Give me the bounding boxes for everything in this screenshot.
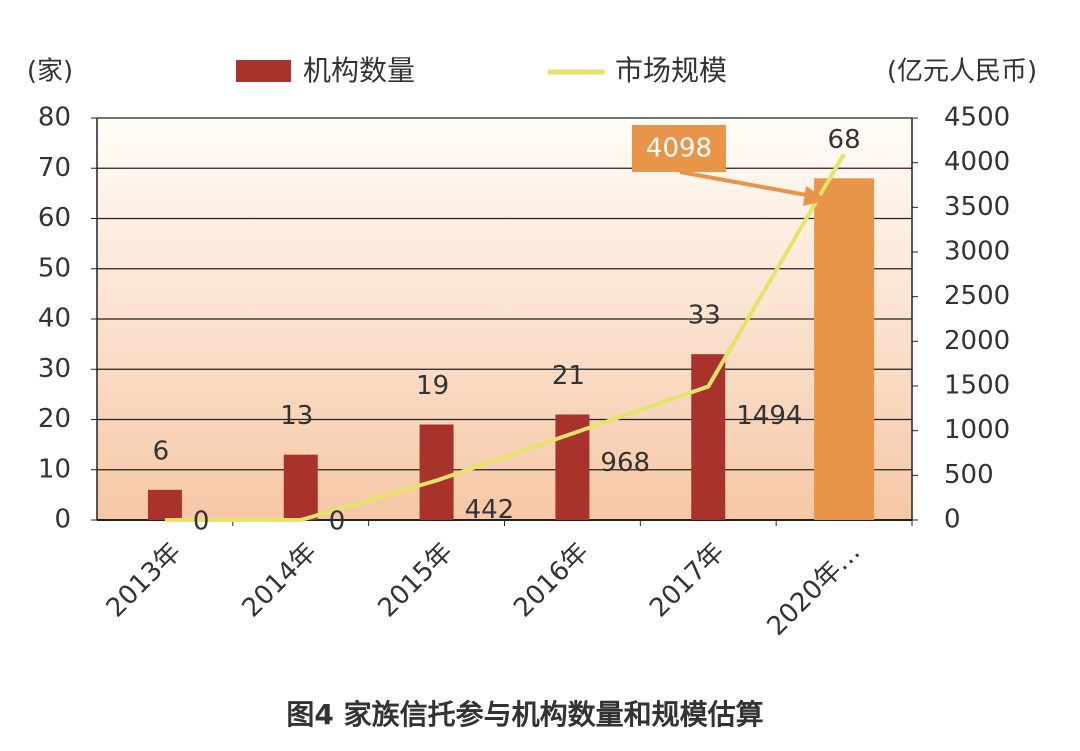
y-tick-label: 10 (38, 454, 71, 484)
line-value-label: 1494 (736, 401, 802, 431)
y-tick-label: 60 (38, 203, 71, 233)
y-tick-label: 80 (38, 103, 71, 133)
bar (814, 178, 875, 521)
bar-value-label: 33 (688, 301, 721, 331)
y2-tick-label: 3000 (944, 237, 1010, 267)
x-tick-label: 2013年 (101, 537, 187, 623)
bar (419, 424, 454, 520)
legend-swatch (236, 60, 291, 82)
bar (283, 454, 318, 520)
bar-value-label: 19 (416, 371, 449, 401)
annotation-box (632, 125, 726, 172)
y2-tick-label: 1000 (944, 415, 1010, 445)
line-value-label: 968 (600, 448, 650, 478)
y2-tick-label: 500 (944, 460, 994, 490)
bar-value-label: 21 (552, 361, 585, 391)
y-axis-label: (家) (27, 57, 73, 87)
legend-label: 市场规模 (615, 54, 727, 87)
bar-value-label: 6 (153, 436, 170, 466)
line-value-label: 4098 (646, 134, 712, 164)
legend-label: 机构数量 (303, 54, 415, 87)
y-tick-label: 40 (38, 304, 71, 334)
arrow-head (803, 186, 828, 206)
y2-tick-label: 4000 (944, 147, 1010, 177)
y2-tick-label: 3500 (944, 192, 1010, 222)
bar-value-label: 13 (280, 401, 313, 431)
x-tick-label: 2020年… (762, 537, 867, 642)
y2-tick-label: 2500 (944, 281, 1010, 311)
bar (691, 354, 726, 520)
bar-value-label: 68 (828, 125, 861, 155)
y2-tick-label: 2000 (944, 326, 1010, 356)
y2-tick-label: 4500 (944, 103, 1010, 133)
chart-title: 图4 家族信托参与机构数量和规模估算 (286, 698, 763, 731)
x-tick-label: 2014年 (237, 537, 323, 623)
x-tick-label: 2015年 (372, 537, 458, 623)
line-value-label: 0 (193, 507, 210, 537)
y-tick-label: 0 (54, 505, 71, 535)
x-tick-label: 2017年 (644, 537, 730, 623)
y2-tick-label: 1500 (944, 371, 1010, 401)
x-tick-label: 2016年 (508, 537, 594, 623)
y-tick-label: 70 (38, 153, 71, 183)
y2-tick-label: 0 (944, 505, 961, 535)
line-value-label: 0 (329, 507, 346, 537)
y-tick-label: 50 (38, 253, 71, 283)
line (164, 152, 846, 522)
annotation-arrow (679, 170, 813, 198)
bar (147, 489, 182, 520)
line-value-label: 442 (465, 495, 515, 525)
y-tick-label: 20 (38, 404, 71, 434)
y2-axis-label: (亿元人民币) (887, 57, 1037, 87)
y-tick-label: 30 (38, 354, 71, 384)
